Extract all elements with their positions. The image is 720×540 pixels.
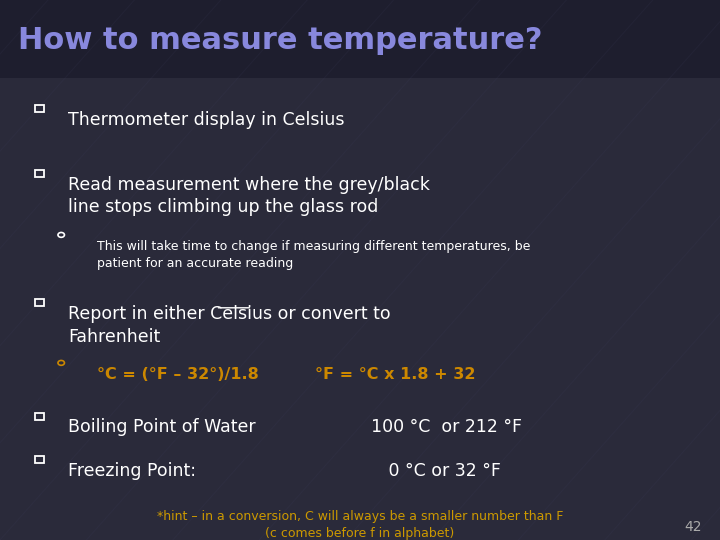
Text: Read measurement where the grey/black
line stops climbing up the glass rod: Read measurement where the grey/black li… <box>68 176 431 217</box>
Text: Report in either Celsius or convert to
Fahrenheit: Report in either Celsius or convert to F… <box>68 305 391 346</box>
Text: Boiling Point of Water                     100 °C  or 212 °F: Boiling Point of Water 100 °C or 212 °F <box>68 418 523 436</box>
Text: Freezing Point:                                   0 °C or 32 °F: Freezing Point: 0 °C or 32 °F <box>68 462 501 480</box>
Text: Thermometer display in Celsius: Thermometer display in Celsius <box>68 111 345 129</box>
Text: This will take time to change if measuring different temperatures, be
patient fo: This will take time to change if measuri… <box>97 240 531 271</box>
FancyBboxPatch shape <box>0 0 720 78</box>
Text: °C = (°F – 32°)/1.8          °F = °C x 1.8 + 32: °C = (°F – 32°)/1.8 °F = °C x 1.8 + 32 <box>97 367 476 382</box>
Text: How to measure temperature?: How to measure temperature? <box>18 26 542 55</box>
Text: *hint – in a conversion, C will always be a smaller number than F
(c comes befor: *hint – in a conversion, C will always b… <box>157 510 563 540</box>
Text: 42: 42 <box>685 519 702 534</box>
